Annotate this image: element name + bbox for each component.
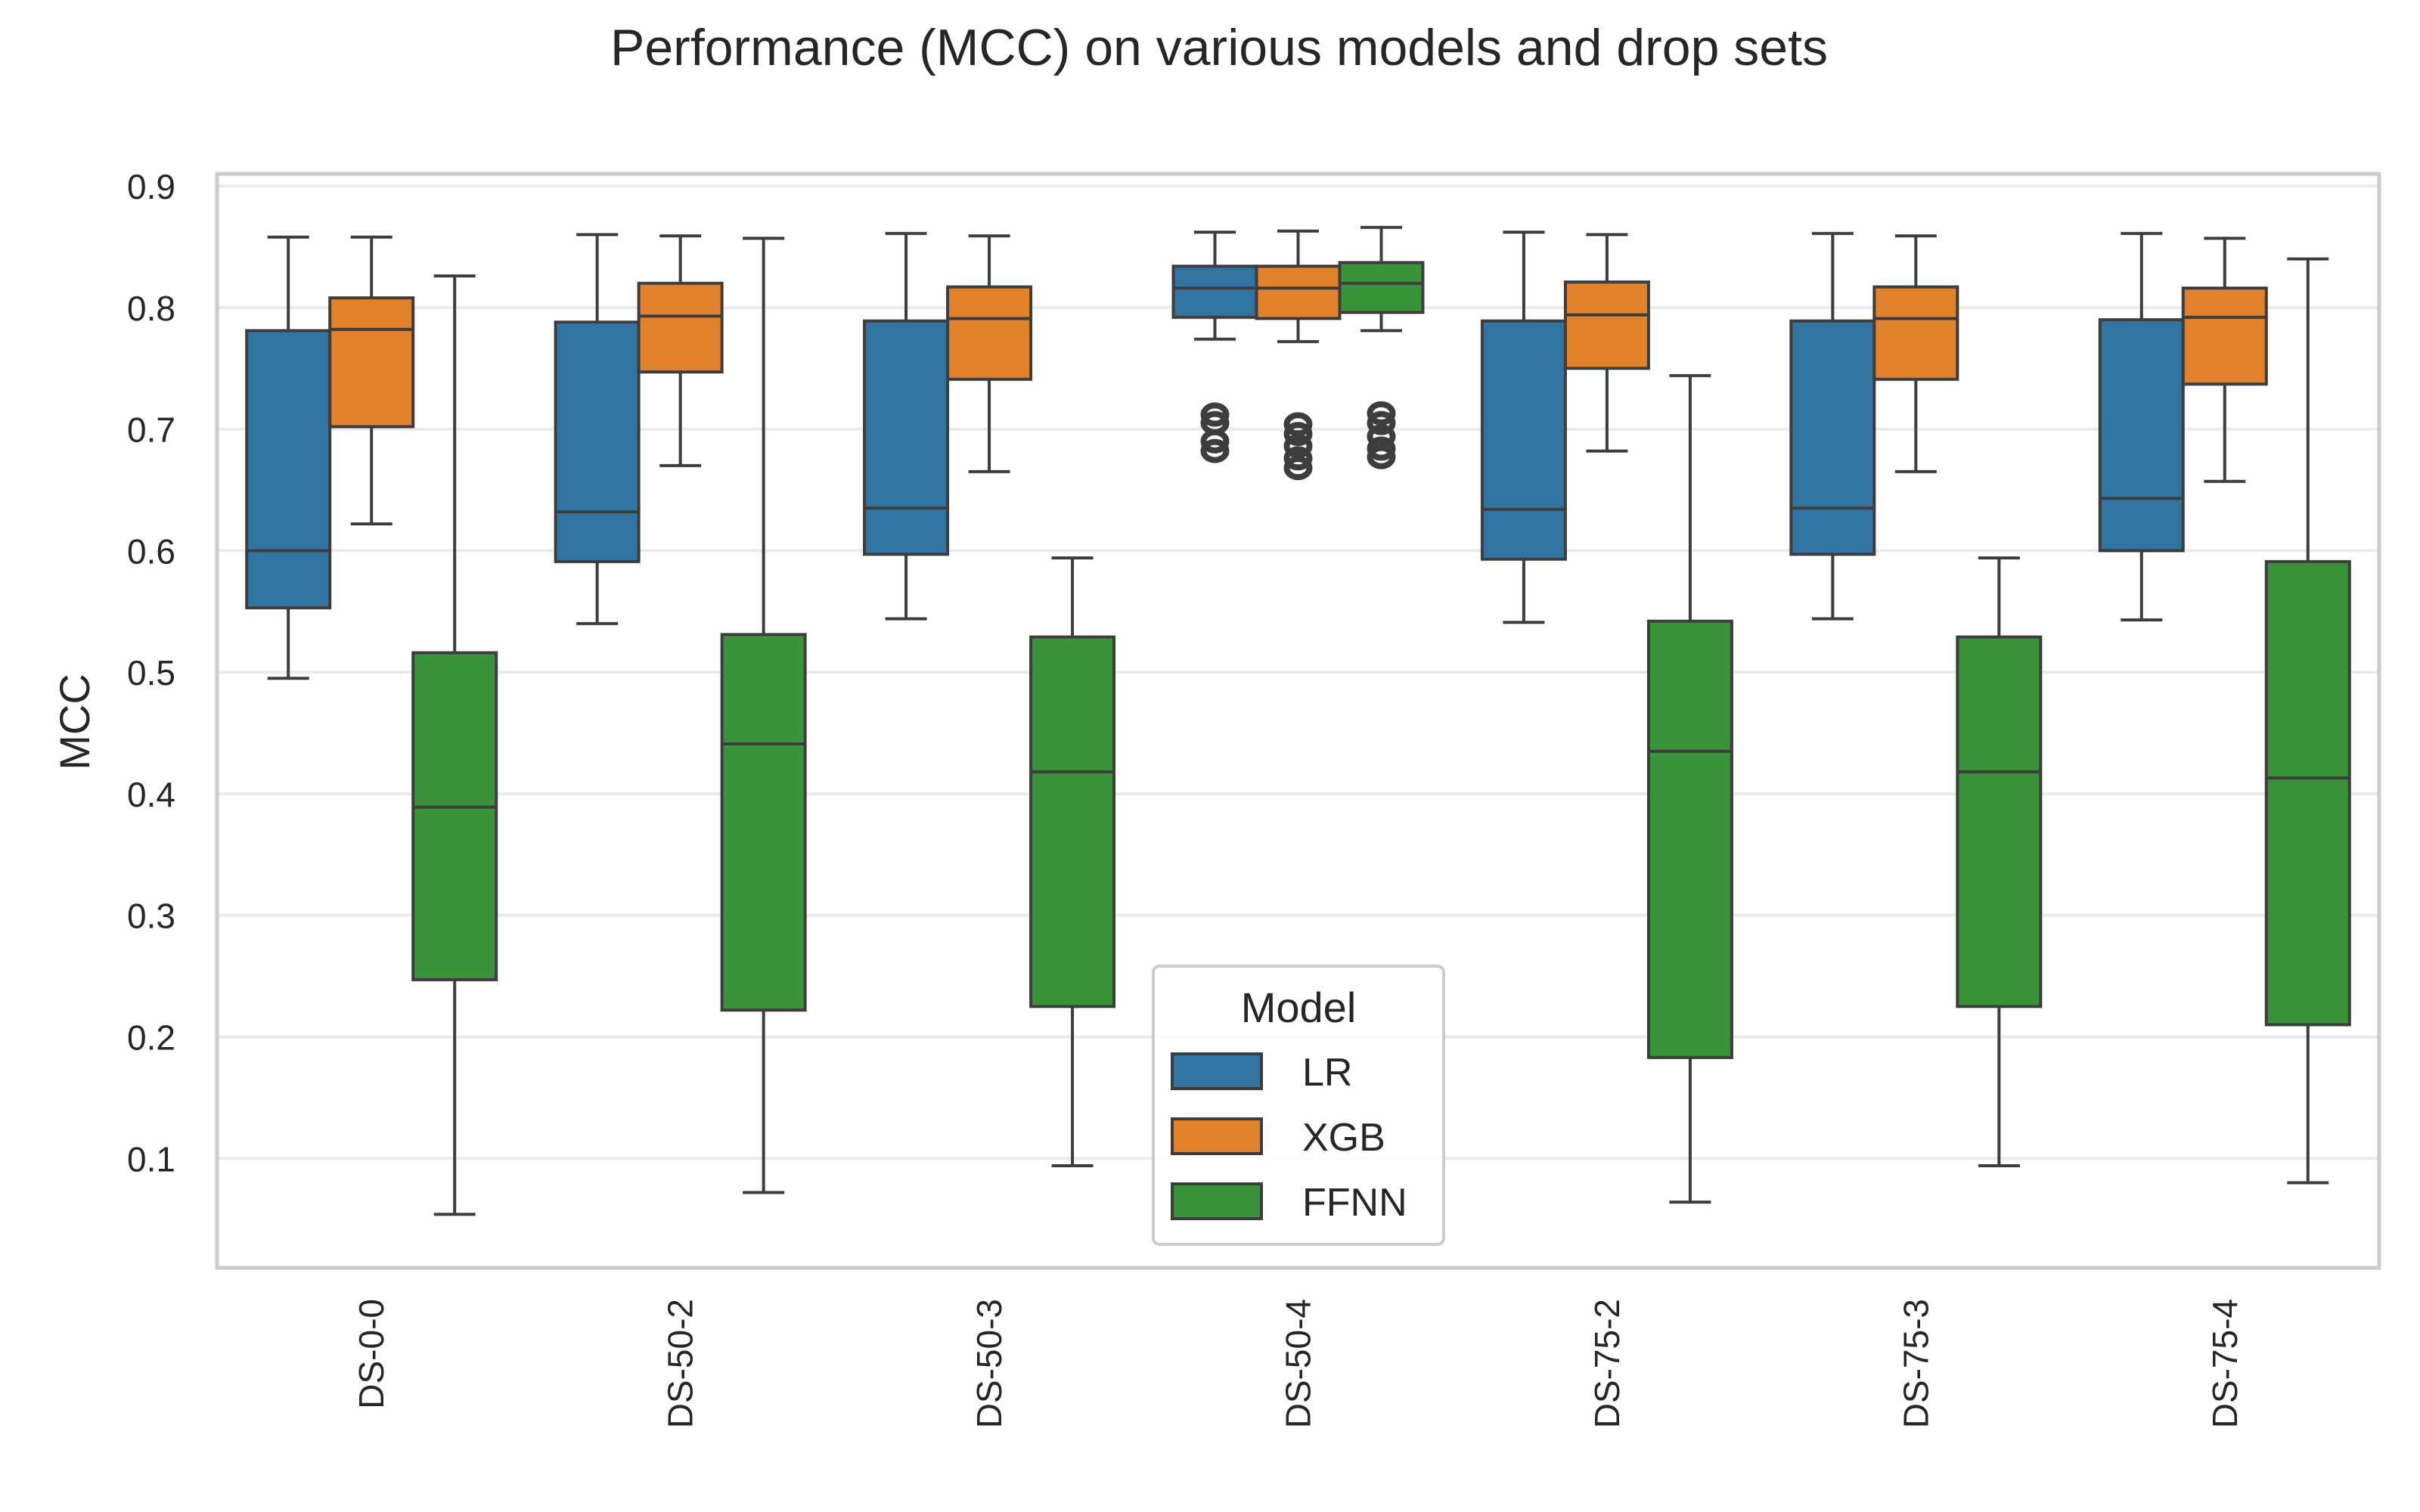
chart-title: Performance (MCC) on various models and … [610,19,1828,76]
outlier-point [1283,456,1313,481]
iqr-box [946,285,1033,381]
y-tick-label: 0.2 [127,1018,175,1058]
outlier-point [1283,422,1313,447]
box-xgb-ds-75-3 [1872,234,1959,473]
box-xgb-ds-0-0 [328,235,415,526]
box-ffnn-ds-50-3 [1029,556,1116,1167]
box-plots [245,225,2351,1216]
x-tick-label: DS-50-3 [970,1299,1009,1428]
box-lr-ds-75-4 [2098,231,2185,622]
box-xgb-ds-50-3 [946,234,1033,473]
iqr-box [1338,261,1425,314]
y-tick-label: 0.5 [127,653,175,692]
iqr-box [245,329,332,609]
iqr-box [1171,265,1258,319]
legend-label: XGB [1302,1116,1385,1160]
iqr-box [1029,635,1116,1009]
iqr-box [2264,559,2351,1027]
iqr-box [1872,285,1959,381]
y-tick-label: 0.1 [127,1139,175,1179]
y-tick-label: 0.9 [127,167,175,206]
outlier-point [1367,401,1396,426]
y-tick-label: 0.7 [127,411,175,450]
box-ffnn-ds-75-3 [1956,556,2043,1167]
iqr-box [2098,318,2185,553]
x-tick-label: DS-50-2 [661,1299,700,1428]
outlier-point [1283,446,1313,471]
iqr-box [1646,619,1733,1059]
box-xgb-ds-75-2 [1563,233,1650,453]
iqr-box [637,281,724,374]
outlier-point [1367,424,1396,449]
y-tick-label: 0.6 [127,531,175,571]
box-lr-ds-75-3 [1789,231,1876,621]
iqr-box [1255,265,1342,321]
box-ffnn-ds-0-0 [411,274,498,1216]
legend-label: FFNN [1302,1181,1407,1225]
box-xgb-ds-75-4 [2181,237,2268,483]
outlier-point [1283,434,1313,459]
x-tick-label: DS-75-2 [1587,1299,1627,1428]
outlier-point [1283,412,1313,437]
x-tick-label: DS-0-0 [352,1299,391,1409]
outlier-point [1367,411,1396,435]
legend-swatch [1171,1052,1263,1090]
plot-frame [215,172,2381,1270]
y-tick-labels: 0.1 0.2 0.3 0.4 0.5 0.6 0.7 0.8 0.9 [127,167,175,1179]
outlier-point [1200,402,1230,427]
box-ffnn-ds-50-4 [1338,225,1425,469]
outlier-point [1367,436,1396,461]
iqr-box [1563,280,1650,370]
box-ffnn-ds-75-2 [1646,373,1733,1204]
legend: Model LR XGB FFNN [1152,965,1445,1246]
legend-items: LR XGB FFNN [1171,1051,1407,1225]
y-tick-label: 0.8 [127,289,175,328]
iqr-box [863,319,950,556]
box-xgb-ds-50-2 [637,234,724,467]
iqr-box [1480,319,1567,561]
box-lr-ds-50-4 [1171,231,1258,463]
iqr-box [2181,287,2268,386]
outlier-point [1200,411,1230,435]
x-tick-label: DS-75-4 [2205,1299,2245,1428]
iqr-box [720,633,807,1012]
box-lr-ds-50-2 [554,233,641,625]
x-tick-label: DS-50-4 [1279,1299,1318,1428]
iqr-box [554,321,641,563]
y-tick-label: 0.4 [127,775,175,814]
legend-swatch [1171,1182,1263,1220]
iqr-box [411,651,498,981]
box-lr-ds-0-0 [245,235,332,680]
legend-frame [1152,965,1445,1246]
iqr-box [328,296,415,429]
box-ffnn-ds-50-2 [720,237,807,1194]
x-tick-labels: DS-0-0 DS-50-2 DS-50-3 DS-50-4 DS-75-2 DS-75-… [352,1299,2245,1428]
box-xgb-ds-50-4 [1255,229,1342,481]
iqr-box [1789,319,1876,556]
box-lr-ds-75-2 [1480,231,1567,624]
y-axis-label: MCC [51,674,98,770]
box-ffnn-ds-75-4 [2264,257,2351,1185]
legend-label: LR [1302,1051,1352,1095]
outlier-point [1200,438,1230,463]
y-tick-label: 0.3 [127,897,175,936]
iqr-box [1956,635,2043,1009]
legend-swatch [1171,1117,1263,1155]
legend-title: Model [1241,984,1357,1031]
box-lr-ds-50-3 [863,231,950,621]
x-tick-label: DS-75-3 [1896,1299,1935,1428]
